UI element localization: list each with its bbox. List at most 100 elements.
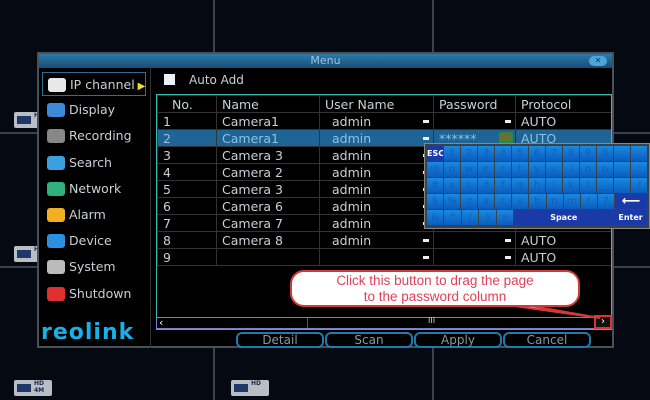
table-cell[interactable]: AUTO (515, 129, 611, 147)
checkbox-icon[interactable] (164, 74, 175, 85)
key-:[interactable]: : (614, 162, 630, 177)
key-s[interactable]: s (461, 178, 477, 193)
key-t[interactable]: t (512, 162, 528, 177)
scroll-thumb[interactable]: III (307, 316, 607, 328)
key-![interactable]: ! (580, 194, 597, 209)
key-g[interactable]: g (512, 178, 528, 193)
table-row[interactable]: 6 Camera 6 admin (157, 197, 611, 215)
key-q[interactable]: q (444, 162, 460, 177)
key-v[interactable]: v (512, 194, 529, 209)
table-row[interactable]: 8 Camera 8 admin AUTO (157, 231, 611, 249)
sidebar-item-shutdown[interactable]: Shutdown (42, 282, 146, 306)
key-o[interactable]: o (580, 162, 596, 177)
close-icon[interactable]: ✕ (589, 56, 607, 66)
key-backspace[interactable]: ⟵ (614, 194, 648, 209)
key-4[interactable]: 4 (495, 146, 511, 161)
key-p[interactable]: p (597, 162, 613, 177)
ip-channel-table: No. Name User Name Password Protocol 1 Camera1… (156, 94, 612, 330)
key-w[interactable]: w (461, 162, 477, 177)
edit-icon[interactable] (423, 239, 429, 242)
edit-icon[interactable] (423, 120, 429, 123)
sidebar-item-label: Shutdown (69, 285, 132, 301)
key-c[interactable]: c (495, 194, 512, 209)
key-h[interactable]: h (529, 178, 545, 193)
key-;[interactable]: ; (631, 162, 647, 177)
key-f[interactable]: f (495, 178, 511, 193)
key-b[interactable]: b (529, 194, 546, 209)
keyboard-row: # a s d f g h j k l _ - / (427, 178, 647, 193)
reolink-logo: reolink (41, 320, 135, 345)
key-z[interactable]: z (461, 194, 478, 209)
key-=[interactable]: = (496, 210, 514, 225)
sidebar-item-device[interactable]: Device (42, 229, 146, 253)
key-6[interactable]: 6 (529, 146, 545, 161)
key-/[interactable]: / (631, 178, 647, 193)
key-)[interactable]: ) (479, 210, 496, 225)
key-y[interactable]: y (529, 162, 545, 177)
table-cell[interactable]: admin (319, 163, 434, 181)
key-3[interactable]: 3 (478, 146, 494, 161)
sidebar-item-search[interactable]: Search (42, 151, 146, 175)
key-@[interactable]: @ (427, 162, 443, 177)
key-8[interactable]: 8 (563, 146, 579, 161)
cancel-button[interactable]: Cancel (503, 332, 591, 348)
key-j[interactable]: j (546, 178, 562, 193)
key-?[interactable]: ? (597, 194, 614, 209)
table-row[interactable]: 2 Camera1 admin ****** ab AUTO (157, 129, 611, 147)
key-0[interactable]: 0 (597, 146, 613, 161)
sidebar-item-network[interactable]: Network (42, 177, 146, 201)
key-1[interactable]: 1 (444, 146, 460, 161)
edit-icon[interactable] (505, 239, 511, 242)
edit-icon[interactable] (423, 137, 429, 140)
auto-add-checkbox[interactable]: Auto Add (164, 73, 244, 87)
apply-button[interactable]: Apply (414, 332, 502, 348)
key-k[interactable]: k (563, 178, 579, 193)
key-2[interactable]: 2 (461, 146, 477, 161)
key-,[interactable]: , (631, 146, 647, 161)
edit-icon[interactable] (505, 120, 511, 123)
key--[interactable]: - (614, 178, 630, 193)
key-a[interactable]: a (444, 178, 460, 193)
key-enter[interactable]: Enter (614, 210, 648, 225)
key-7[interactable]: 7 (546, 146, 562, 161)
key-i[interactable]: i (563, 162, 579, 177)
key-u[interactable]: u (546, 162, 562, 177)
input-mode-icon[interactable]: ab (498, 132, 513, 144)
sidebar: IP channel ▶ Display Recording Search Network… (39, 68, 151, 348)
key-_[interactable]: _ (597, 178, 613, 193)
sidebar-item-ip-channel[interactable]: IP channel ▶ (42, 72, 146, 96)
key-$[interactable]: $ (427, 194, 444, 209)
key-space[interactable]: Space (514, 210, 614, 225)
key-m[interactable]: m (563, 194, 580, 209)
sidebar-item-alarm[interactable]: Alarm (42, 203, 146, 227)
sidebar-item-recording[interactable]: Recording (42, 124, 146, 148)
key-([interactable]: ( (461, 210, 479, 225)
sidebar-item-system[interactable]: System (42, 255, 146, 279)
key-#[interactable]: # (427, 178, 443, 193)
key-l[interactable]: l (580, 178, 596, 193)
key-esc[interactable]: ESC (427, 146, 443, 161)
edit-icon[interactable] (423, 256, 429, 259)
table-cell[interactable]: AUTO (515, 248, 611, 266)
key-n[interactable]: n (546, 194, 563, 209)
key-x[interactable]: x (478, 194, 495, 209)
key-9[interactable]: 9 (580, 146, 596, 161)
key-%[interactable]: % (444, 194, 461, 209)
table-cell[interactable]: AUTO (515, 231, 611, 249)
key-&[interactable]: & (427, 210, 444, 225)
key-e[interactable]: e (478, 162, 494, 177)
menu-title: Menu (39, 54, 612, 68)
table-row[interactable]: 9 AUTO (157, 248, 611, 266)
sidebar-item-display[interactable]: Display (42, 98, 146, 122)
key-*[interactable]: * (444, 210, 461, 225)
key-.[interactable]: . (614, 146, 630, 161)
table-cell[interactable] (319, 248, 434, 266)
key-r[interactable]: r (495, 162, 511, 177)
detail-button[interactable]: Detail (236, 332, 324, 348)
scan-button[interactable]: Scan (325, 332, 413, 348)
key-5[interactable]: 5 (512, 146, 528, 161)
sidebar-item-label: Alarm (69, 207, 106, 222)
scroll-left-button[interactable]: ‹ (159, 316, 164, 329)
key-d[interactable]: d (478, 178, 494, 193)
edit-icon[interactable] (505, 256, 511, 259)
